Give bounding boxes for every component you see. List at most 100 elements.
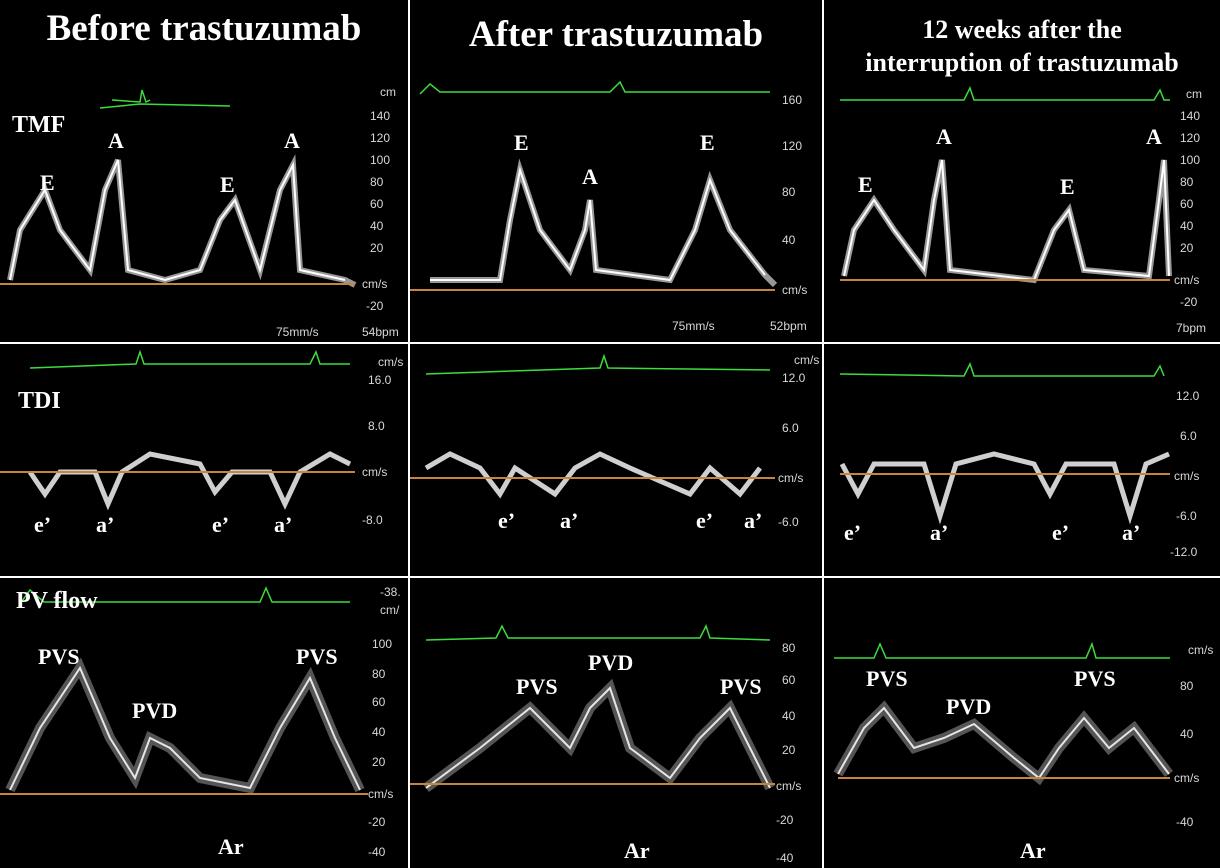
wave-label-ar: Ar (1020, 838, 1046, 863)
scale-tick: 40 (370, 219, 384, 233)
pv-row-label: PV flow (16, 588, 98, 614)
wave-label-ar: Ar (218, 834, 244, 859)
scale-tick: 60 (370, 197, 384, 211)
wave-label-e: E (220, 172, 235, 197)
wave-label-a-prime: a’ (274, 512, 292, 537)
scale-tick: -6.0 (778, 515, 799, 529)
wave-label-e-prime: e’ (1052, 520, 1069, 545)
tmf-panel-before: TMF E A E A cm 140 120 100 80 60 40 20 c… (0, 80, 408, 342)
scale-tick: cm/s (782, 283, 807, 297)
scale-tick: 60 (1180, 197, 1194, 211)
wave-label-pvs: PVS (720, 674, 762, 699)
scale-tick: 140 (370, 109, 390, 123)
wave-label-e: E (700, 130, 715, 155)
wave-label-e-prime: e’ (844, 520, 861, 545)
scale-tick: cm/s (776, 779, 801, 793)
wave-label-e: E (858, 172, 873, 197)
pv-panel-12-weeks: PVS PVD PVS Ar cm/s 80 40 cm/s -40 (824, 578, 1220, 868)
scale-unit: cm (380, 85, 396, 99)
scale-tick: 80 (1180, 679, 1194, 693)
scale-tick: cm/s (362, 277, 387, 291)
wave-label-pvs: PVS (38, 644, 80, 669)
pv-panel-after: PVD PVS PVS Ar 80 60 40 20 cm/s -20 -40 (410, 578, 822, 868)
tdi-panel-after: e’ a’ e’ a’ cm/s 12.0 6.0 cm/s -6.0 (410, 344, 822, 576)
scale-tick: -20 (1180, 295, 1198, 309)
scale-tick: -6.0 (1176, 509, 1197, 523)
scale-tick: -8.0 (362, 513, 383, 527)
tmf-doppler-after: E A E 160 120 80 40 cm/s 75mm/s 52bpm (410, 80, 807, 333)
scale-tick: cm/s (1174, 771, 1199, 785)
scale-tick: 12.0 (782, 371, 806, 385)
tmf-doppler-before: TMF E A E A cm 140 120 100 80 60 40 20 c… (0, 85, 399, 339)
wave-label-a: A (1146, 124, 1162, 149)
tmf-panel-12-weeks: E A E A cm 140 120 100 80 60 40 20 cm/s … (824, 80, 1220, 342)
tdi-doppler-after: e’ a’ e’ a’ cm/s 12.0 6.0 cm/s -6.0 (410, 353, 819, 533)
column-title-after: After trastuzumab (468, 14, 764, 55)
wave-label-e-prime: e’ (696, 508, 713, 533)
scale-tick: 80 (1180, 175, 1194, 189)
wave-label-pvs: PVS (866, 666, 908, 691)
scale-unit: cm (1186, 87, 1202, 101)
scale-tick: cm/s (1174, 469, 1199, 483)
wave-label-a-prime: a’ (96, 512, 114, 537)
scale-unit: cm/s (794, 353, 819, 367)
wave-label-a-prime: a’ (1122, 520, 1140, 545)
tmf-panel-after: E A E 160 120 80 40 cm/s 75mm/s 52bpm (410, 80, 822, 342)
scale-tick: 20 (1180, 241, 1194, 255)
scale-tick: -38. (380, 585, 401, 599)
wave-label-a-prime: a’ (744, 508, 762, 533)
tdi-doppler-before: TDI e’ a’ e’ a’ cm/s 16.0 8.0 cm/s -8.0 (0, 349, 403, 537)
scale-tick: 80 (370, 175, 384, 189)
tdi-panel-12-weeks: e’ a’ e’ a’ 12.0 6.0 cm/s -6.0 -12.0 (824, 344, 1220, 576)
heart-rate: 54bpm (362, 325, 399, 339)
scale-tick: 120 (782, 139, 802, 153)
scale-tick: -40 (1176, 815, 1194, 829)
wave-label-pvd: PVD (132, 698, 177, 723)
scale-tick: -20 (366, 299, 384, 313)
wave-label-pvs: PVS (1074, 666, 1116, 691)
scale-tick: 6.0 (782, 421, 799, 435)
wave-label-pvs: PVS (296, 644, 338, 669)
wave-label-e: E (1060, 174, 1075, 199)
scale-tick: -20 (368, 815, 386, 829)
pv-doppler-after: PVD PVS PVS Ar 80 60 40 20 cm/s -20 -40 (410, 624, 801, 865)
scale-tick: 40 (782, 233, 796, 247)
scale-tick: 20 (372, 755, 386, 769)
wave-label-a-prime: a’ (560, 508, 578, 533)
sweep-speed: 75mm/s (276, 325, 319, 339)
scale-tick: 40 (372, 725, 386, 739)
scale-tick: 140 (1180, 109, 1200, 123)
scale-unit: cm/s (378, 355, 403, 369)
scale-tick: 80 (372, 667, 386, 681)
wave-label-a: A (284, 128, 300, 153)
wave-label-e: E (514, 130, 529, 155)
wave-label-e-prime: e’ (498, 508, 515, 533)
wave-label-a: A (936, 124, 952, 149)
scale-tick: 100 (1180, 153, 1200, 167)
tdi-panel-before: TDI e’ a’ e’ a’ cm/s 16.0 8.0 cm/s -8.0 (0, 344, 408, 576)
scale-tick: cm/s (368, 787, 393, 801)
scale-tick: -20 (776, 813, 794, 827)
heart-rate: 52bpm (770, 319, 807, 333)
scale-tick: 40 (1180, 727, 1194, 741)
scale-tick: cm/s (1174, 273, 1199, 287)
wave-label-e-prime: e’ (34, 512, 51, 537)
scale-tick: -40 (368, 845, 386, 859)
wave-label-e-prime: e’ (212, 512, 229, 537)
tdi-doppler-12-weeks: e’ a’ e’ a’ 12.0 6.0 cm/s -6.0 -12.0 (839, 362, 1200, 559)
scale-tick: 80 (782, 185, 796, 199)
scale-tick: 160 (782, 93, 802, 107)
scale-tick: cm/s (778, 471, 803, 485)
tmf-doppler-12-weeks: E A E A cm 140 120 100 80 60 40 20 cm/s … (840, 86, 1206, 335)
scale-tick: -12.0 (1170, 545, 1198, 559)
sweep-speed: 75mm/s (672, 319, 715, 333)
scale-tick: 8.0 (368, 419, 385, 433)
scale-unit: cm/ (380, 603, 400, 617)
column-title-12-weeks-line2: interruption of trastuzumab (865, 47, 1179, 77)
wave-label-pvd: PVD (588, 650, 633, 675)
scale-tick: 40 (1180, 219, 1194, 233)
scale-tick: 100 (372, 637, 392, 651)
tmf-row-label: TMF (12, 112, 65, 138)
scale-tick: 6.0 (1180, 429, 1197, 443)
